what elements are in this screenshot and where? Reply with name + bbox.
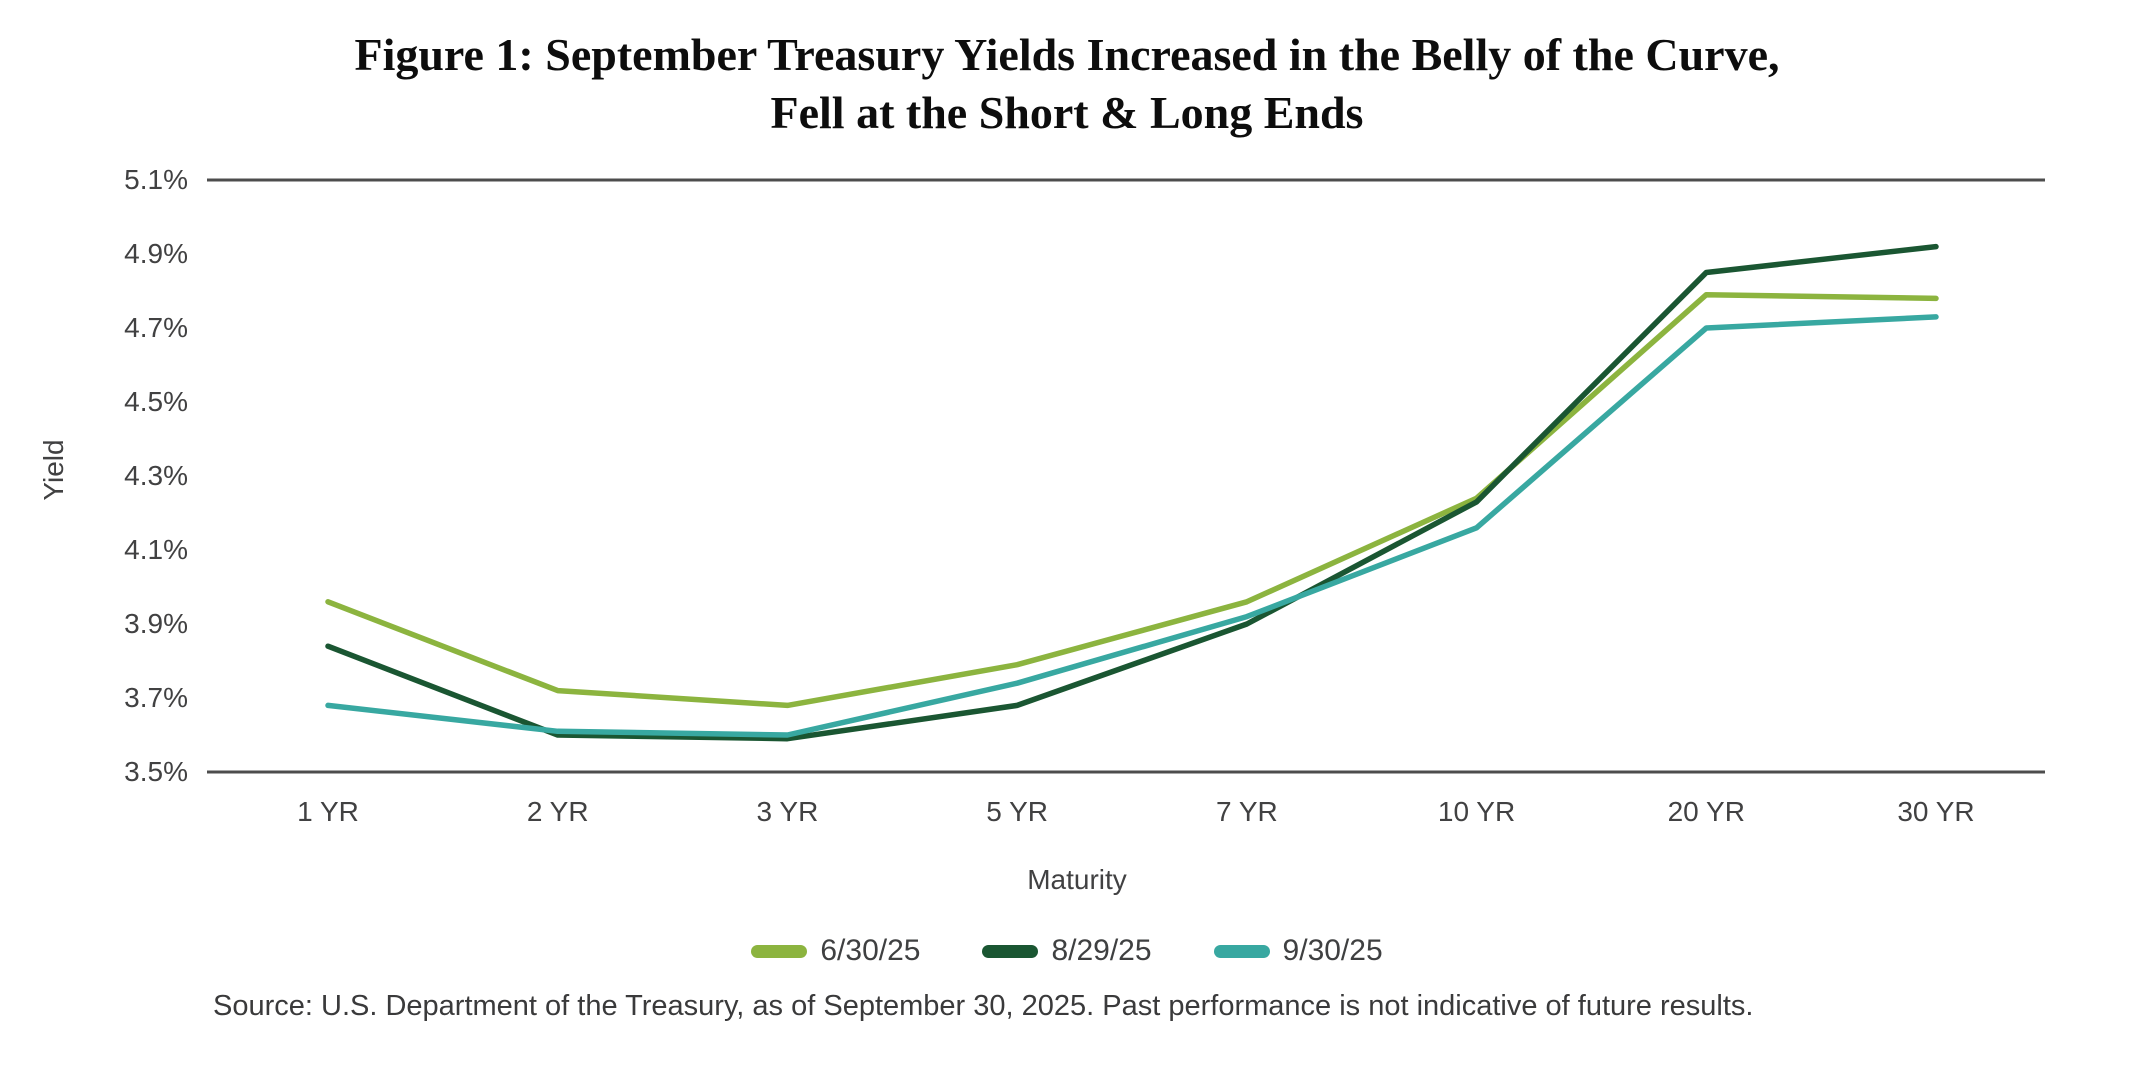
x-tick-label: 7 YR [1215,796,1278,827]
y-axis-title: Yield [38,439,69,501]
y-tick-label: 4.7% [124,312,188,343]
y-tick-label: 5.1% [124,164,188,195]
legend-item-0: 6/30/25 [751,934,920,968]
x-tick-label: 1 YR [297,796,359,827]
x-tick-label: 5 YR [986,796,1049,827]
legend-swatch-icon [1213,944,1270,958]
y-tick-label: 3.7% [124,682,188,713]
chart-title-line2: Fell at the Short & Long Ends [770,86,1364,138]
legend-item-1: 8/29/25 [982,934,1152,968]
chart-title: Figure 1: September Treasury Yields Incr… [0,26,2134,142]
legend-label: 6/30/25 [820,934,921,967]
x-tick-label: 10 YR [1437,796,1516,827]
x-axis-title: Maturity [1027,864,1127,895]
y-tick-label: 4.5% [124,386,188,417]
y-tick-label: 4.1% [124,534,188,565]
legend-label: 9/30/25 [1282,934,1383,967]
series-line-0 [325,291,1939,709]
x-tick-label: 30 YR [1897,796,1975,827]
series-lines [325,243,1939,742]
x-tick-label: 2 YR [526,796,589,827]
legend-swatch-icon [982,944,1039,958]
y-tick-label: 3.9% [124,608,188,639]
series-line-2 [325,314,1939,738]
legend-swatch-icon [751,944,808,958]
x-tick-label: 3 YR [756,796,819,827]
y-tick-label: 4.3% [124,460,188,491]
legend-label: 8/29/25 [1051,934,1152,967]
x-tick-label: 20 YR [1667,796,1745,827]
y-tick-label: 3.5% [124,756,188,787]
y-tick-label: 4.9% [124,238,188,269]
source-note: Source: U.S. Department of the Treasury,… [213,990,1754,1022]
legend-item-2: 9/30/25 [1213,934,1383,968]
chart-title-line1: Figure 1: September Treasury Yields Incr… [354,29,1780,80]
legend: 6/30/25 8/29/25 9/30/25 [0,934,2134,968]
series-line-1 [325,243,1939,742]
